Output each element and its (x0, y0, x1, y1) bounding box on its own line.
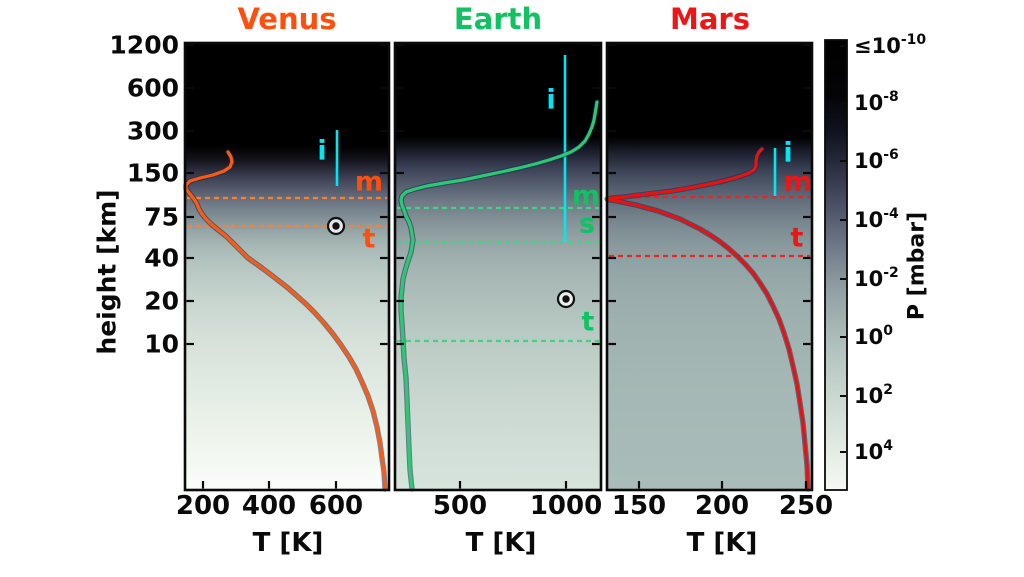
ytick-label-150: 150 (127, 159, 179, 188)
venus-xtick-label: 600 (309, 491, 363, 521)
venus-spine (183, 41, 391, 492)
venus-circled-dot-center (332, 222, 340, 230)
colorbar-tick-label: 104 (854, 438, 893, 464)
mars-label-m: m (784, 167, 812, 198)
colorbar-tick-label: 100 (854, 323, 893, 349)
earth-spine (393, 41, 603, 492)
earth-plot-area (395, 43, 601, 490)
colorbar: ≤10-10 10-8 10-6 10-4 10-2 100 102 104 (824, 32, 926, 491)
colorbar-tick-label: ≤10-10 (854, 32, 926, 58)
x-axis-label-venus: T [K] (252, 528, 324, 558)
earth-temperature-curve (399, 100, 599, 491)
venus-plot-area (185, 43, 389, 490)
earth-xtick-label: 1000 (530, 491, 602, 521)
earth-label-i: i (546, 85, 555, 116)
colorbar-spine (824, 39, 848, 491)
panel-earth: ms t i 500 1000 (393, 41, 603, 521)
earth-label-t: t (582, 307, 595, 338)
venus-xtick-label: 200 (176, 491, 230, 521)
ytick-label-600: 600 (127, 74, 179, 103)
colorbar-tick-label: 10-2 (854, 265, 899, 291)
ytick-label-40: 40 (144, 244, 179, 273)
ytick-label-75: 75 (144, 203, 179, 232)
x-axis-label-earth: T [K] (465, 528, 537, 558)
colorbar-tick-label: 10-8 (854, 89, 899, 115)
mars-label-i: i (783, 138, 792, 169)
earth-label-s: s (579, 209, 595, 240)
mars-xtick-label: 200 (695, 491, 749, 521)
colorbar-tick-label: 102 (854, 382, 893, 408)
panel-title-earth: Earth (453, 2, 543, 36)
ytick-label-10: 10 (144, 330, 179, 359)
panel-title-mars: Mars (670, 2, 750, 36)
mars-temperature-curve (605, 147, 810, 491)
panel-mars: mt i 150 200 250 (604, 41, 833, 521)
colorbar-tick-label: 10-6 (854, 147, 899, 173)
x-axis-label-mars: T [K] (686, 528, 758, 558)
mars-spine (605, 41, 814, 492)
colorbar-tick-label: 10-4 (854, 206, 899, 232)
panel-venus: mt i 200 400 600 (176, 41, 391, 521)
mars-label-t: t (791, 223, 804, 254)
mars-plot-area (607, 43, 812, 490)
ytick-label-300: 300 (127, 117, 179, 146)
mars-xtick-label: 150 (612, 491, 666, 521)
venus-label-m: m (355, 167, 383, 198)
panel-title-venus: Venus (237, 2, 337, 36)
ytick-label-20: 20 (144, 287, 179, 316)
venus-temperature-curve (184, 150, 387, 491)
venus-label-i: i (317, 136, 326, 167)
earth-xtick-label: 500 (433, 491, 487, 521)
mars-xtick-label: 250 (779, 491, 833, 521)
venus-xtick-label: 400 (242, 491, 296, 521)
venus-label-t: t (363, 224, 376, 255)
earth-circled-dot-center (562, 295, 570, 303)
colorbar-gradient (825, 40, 847, 490)
ytick-label-1200: 1200 (109, 31, 179, 60)
earth-label-m: m (572, 181, 600, 212)
